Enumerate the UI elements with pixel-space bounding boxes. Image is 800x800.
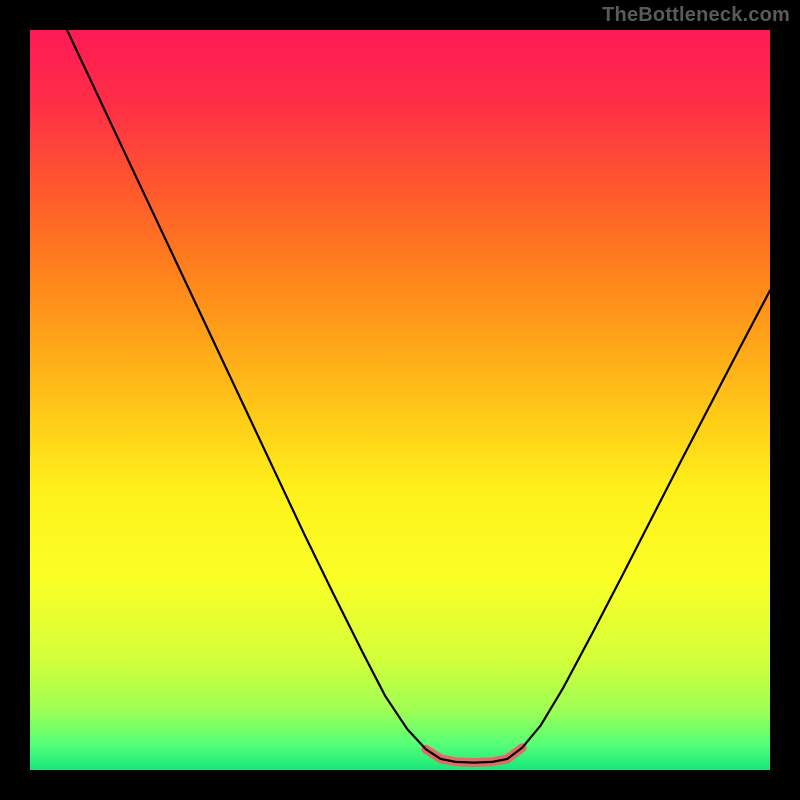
watermark-text: TheBottleneck.com bbox=[602, 4, 790, 27]
gradient-background bbox=[30, 30, 770, 770]
chart-frame: TheBottleneck.com bbox=[0, 0, 800, 800]
plot-svg bbox=[30, 30, 770, 770]
plot-area bbox=[30, 30, 770, 770]
